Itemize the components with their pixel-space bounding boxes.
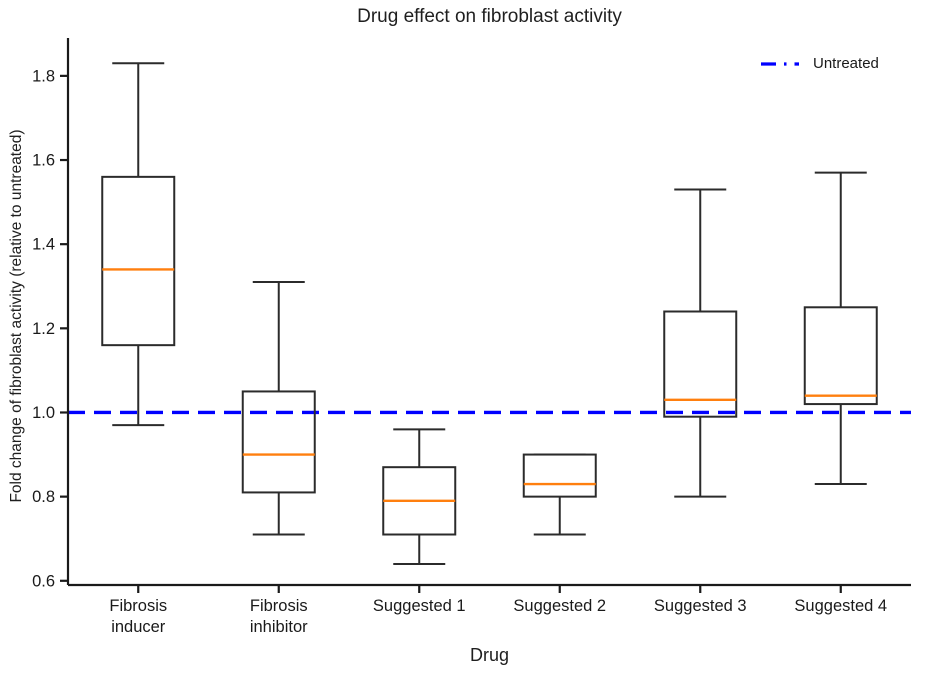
y-tick-label: 1.6 <box>32 152 55 170</box>
legend: Untreated <box>760 55 879 72</box>
x-tick-label: Suggested 2 <box>513 597 606 615</box>
y-tick-label: 1.0 <box>32 404 55 422</box>
x-tick-label: Fibrosis <box>250 597 308 615</box>
box-suggested-2 <box>522 453 597 498</box>
box-suggested-3 <box>663 310 738 418</box>
x-tick-label: Suggested 3 <box>654 597 747 615</box>
box-fibrosis-inhibitor <box>241 390 316 494</box>
y-tick-label: 1.8 <box>32 67 55 85</box>
x-tick-label: inducer <box>111 618 166 636</box>
x-tick-label: Fibrosis <box>109 597 167 615</box>
y-tick-label: 0.8 <box>32 488 55 506</box>
x-tick-label: inhibitor <box>250 618 308 636</box>
chart-title: Drug effect on fibroblast activity <box>357 6 622 27</box>
box-suggested-4 <box>803 306 878 406</box>
x-axis-label: Drug <box>469 645 509 665</box>
y-tick-label: 0.6 <box>32 572 55 590</box>
y-tick-label: 1.2 <box>32 320 55 338</box>
box-fibrosis-inducer <box>101 175 176 347</box>
untreated-dashdot-line-icon <box>761 61 799 66</box>
y-tick-label: 1.4 <box>32 236 55 254</box>
x-tick-label: Suggested 4 <box>794 597 887 615</box>
legend-label-untreated: Untreated <box>813 55 879 72</box>
x-tick-label: Suggested 1 <box>373 597 466 615</box>
